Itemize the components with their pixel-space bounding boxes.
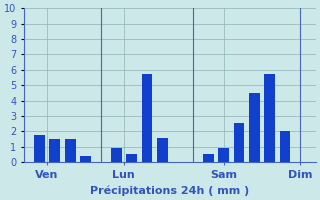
Bar xyxy=(234,123,244,162)
Bar xyxy=(249,93,260,162)
Bar xyxy=(49,139,60,162)
Bar xyxy=(264,74,275,162)
Bar xyxy=(141,74,152,162)
Bar xyxy=(280,131,291,162)
Bar xyxy=(126,154,137,162)
Bar xyxy=(80,156,91,162)
X-axis label: Précipitations 24h ( mm ): Précipitations 24h ( mm ) xyxy=(90,185,250,196)
Bar xyxy=(203,154,214,162)
Bar xyxy=(34,135,45,162)
Bar xyxy=(65,139,76,162)
Bar xyxy=(111,148,122,162)
Bar xyxy=(157,138,168,162)
Bar xyxy=(218,148,229,162)
